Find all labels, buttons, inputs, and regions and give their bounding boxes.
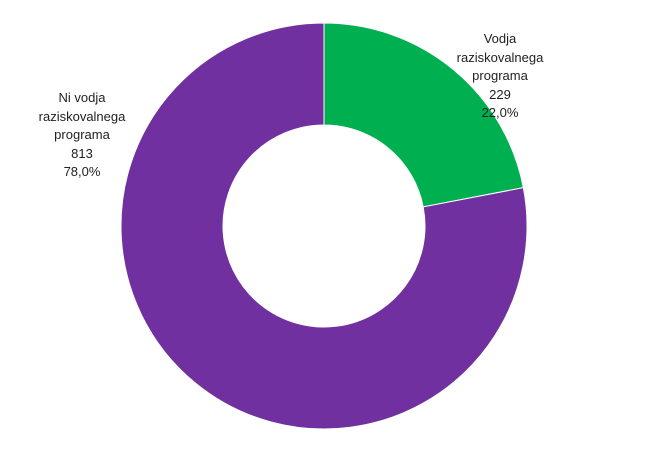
percentage-label: 78,0%	[63, 164, 101, 179]
category-label: Vodja raziskovalnega programa	[456, 31, 544, 83]
category-label: Ni vodja raziskovalnega programa	[38, 90, 126, 142]
value-label: 813	[71, 145, 93, 161]
donut-slice	[323, 22, 524, 208]
donut-slice	[120, 22, 528, 430]
percentage-label: 22,0%	[481, 105, 519, 120]
data-label: Vodja raziskovalnega programa 229 22,0%	[440, 30, 560, 123]
value-label: 229	[489, 86, 511, 102]
data-label: Ni vodja raziskovalnega programa 813 78,0%	[22, 89, 142, 182]
